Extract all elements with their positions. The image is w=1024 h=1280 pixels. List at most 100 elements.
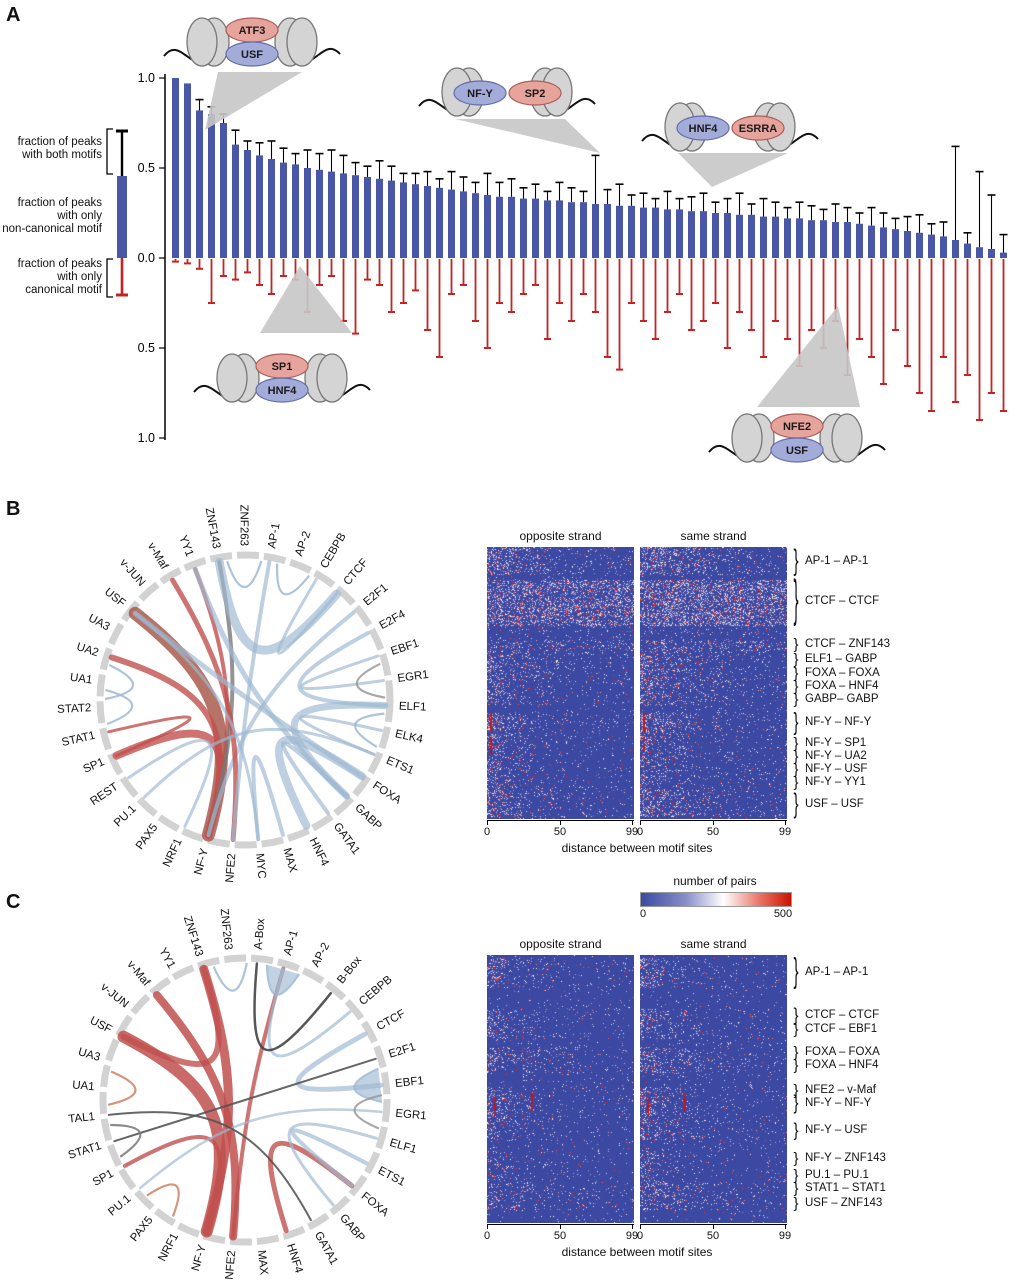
bar-noncanonical — [424, 186, 431, 258]
bar-noncanonical — [292, 164, 299, 258]
chord-CEBPB-AP-1 — [267, 967, 352, 1058]
b-pair-brace: } — [793, 636, 799, 653]
bar-noncanonical — [808, 220, 815, 258]
bar-noncanonical — [328, 171, 335, 258]
callout-triangle — [205, 72, 302, 130]
circos-label-TAL1: TAL1 — [68, 1111, 96, 1126]
circos-label-GATA1: GATA1 — [312, 1230, 340, 1267]
b-pair-brace: } — [793, 651, 799, 668]
y-axis-tick-label: 0.5 — [138, 341, 155, 355]
circos-label-STAT2: STAT2 — [57, 702, 92, 716]
nucleosome-inset: HNF4 ESRRA — [641, 102, 819, 152]
circos-label-AP-1: AP-1 — [266, 522, 282, 549]
c-pair-label: CTCF – EBF1 — [805, 1023, 878, 1035]
chord-CEBPB-CTCF — [276, 578, 339, 655]
b-pair-label: CTCF – ZNF143 — [805, 638, 890, 650]
b-pair-label: FOXA – HNF4 — [805, 680, 879, 692]
bar-noncanonical — [640, 207, 647, 258]
circos-label-E2F4: E2F4 — [378, 608, 408, 632]
c-axis-tick — [632, 1225, 633, 1229]
bar-noncanonical — [364, 177, 371, 258]
tf-oval — [770, 437, 824, 463]
c-axis-tick — [487, 1225, 488, 1229]
tf-oval-label: NFE2 — [783, 421, 811, 433]
b-pair-label: CTCF – CTCF — [805, 595, 880, 607]
y-axis-tick-label: 0.0 — [138, 251, 155, 265]
chord-PU.1-EGR1 — [138, 1108, 383, 1190]
nucleosome-disk — [731, 413, 763, 463]
c-pair-brace: } — [793, 1195, 799, 1212]
c-pair-label: FOXA – HNF4 — [805, 1059, 879, 1071]
bar-noncanonical — [928, 234, 935, 258]
nucleosome-disk — [216, 353, 248, 403]
c-axis-tick-label: 0 — [636, 1230, 644, 1242]
b-axis-tick-label: 0 — [483, 826, 491, 838]
colorbar-label: number of pairs — [673, 874, 757, 888]
tf-oval — [731, 115, 785, 141]
c-pair-brace: } — [793, 1180, 799, 1197]
nucleosome-inset: SP1 HNF4 — [193, 353, 371, 403]
self-loop-STAT1 — [110, 1123, 142, 1158]
circos-label-UA2: UA2 — [75, 641, 100, 659]
self-loop-EGR1 — [355, 662, 386, 699]
circos-label-NFE2: NFE2 — [224, 853, 238, 883]
c-pair-label: NF-Y – ZNF143 — [805, 1152, 886, 1164]
b-axis-tick-label: 50 — [553, 826, 567, 838]
bar-noncanonical — [244, 150, 251, 258]
b-axis-line — [640, 820, 787, 821]
circos-label-YY1: YY1 — [156, 946, 177, 971]
legend-noncanonical-motif: fraction of peaks with only non-canonica… — [2, 197, 102, 235]
chord-EBF1-EGR1 — [300, 654, 386, 691]
bar-noncanonical — [856, 223, 863, 258]
y-axis-tick-label: 1.0 — [138, 431, 155, 445]
self-loop-PAX5 — [146, 1183, 180, 1217]
b-pair-label: NF-Y – NF-Y — [805, 716, 872, 728]
circos-label-NF-Y: NF-Y — [190, 1243, 209, 1272]
c-pair-label: USF – ZNF143 — [805, 1197, 883, 1209]
b-pair-brace: } — [793, 707, 799, 737]
circos-label-ELK4: ELK4 — [394, 728, 425, 746]
b-pair-brace: } — [793, 748, 799, 765]
b-pair-label: AP-1 – AP-1 — [805, 555, 869, 567]
circos-label-NFE2: NFE2 — [224, 1250, 239, 1280]
bar-noncanonical — [520, 198, 527, 258]
c-pair-brace: } — [793, 1150, 799, 1167]
bar-noncanonical — [304, 168, 311, 258]
c-pair-label: FOXA – FOXA — [805, 1046, 880, 1058]
c-same-strand-title: same strand — [680, 937, 747, 951]
callout-triangle — [678, 153, 788, 187]
c-pair-brace: } — [793, 1082, 799, 1099]
circos-label-v-Maf: v-Maf — [145, 541, 171, 573]
b-axis-line — [487, 820, 634, 821]
chord-FOXA-HNF4 — [274, 735, 367, 830]
b-pair-brace: } — [793, 788, 799, 820]
c-pair-brace: } — [793, 1021, 799, 1038]
tf-oval-label: NF-Y — [467, 88, 493, 100]
circos-label-EGR1: EGR1 — [397, 669, 430, 685]
nucleosome-disk — [286, 17, 318, 67]
bar-noncanonical — [1000, 252, 1007, 258]
c-axis-tick — [640, 1225, 641, 1229]
b-axis-tick-label: 50 — [706, 826, 720, 838]
bar-noncanonical — [820, 220, 827, 258]
b-axis-tick-label: 99 — [778, 826, 792, 838]
circos-label-AP-1: AP-1 — [282, 929, 301, 957]
bar-noncanonical — [412, 184, 419, 258]
bar-noncanonical — [676, 209, 683, 258]
circos-label-CTCF: CTCF — [375, 1008, 408, 1033]
bar-noncanonical — [784, 218, 791, 258]
c-pair-brace: } — [793, 1004, 799, 1026]
nucleosome-inset: ATF3 USF — [163, 17, 341, 67]
circos-label-ZNF143: ZNF143 — [181, 915, 205, 958]
nucleosome-disk — [316, 353, 348, 403]
tf-oval — [453, 80, 507, 106]
bar-noncanonical — [904, 231, 911, 258]
chord-GABP-GATA1 — [280, 741, 349, 815]
b-pair-label: NF-Y – UA2 — [805, 750, 867, 762]
bar-noncanonical — [268, 159, 275, 258]
b-pair-label: FOXA – FOXA — [805, 667, 880, 679]
bar-noncanonical — [916, 232, 923, 258]
circos-label-UA1: UA1 — [72, 1079, 95, 1093]
